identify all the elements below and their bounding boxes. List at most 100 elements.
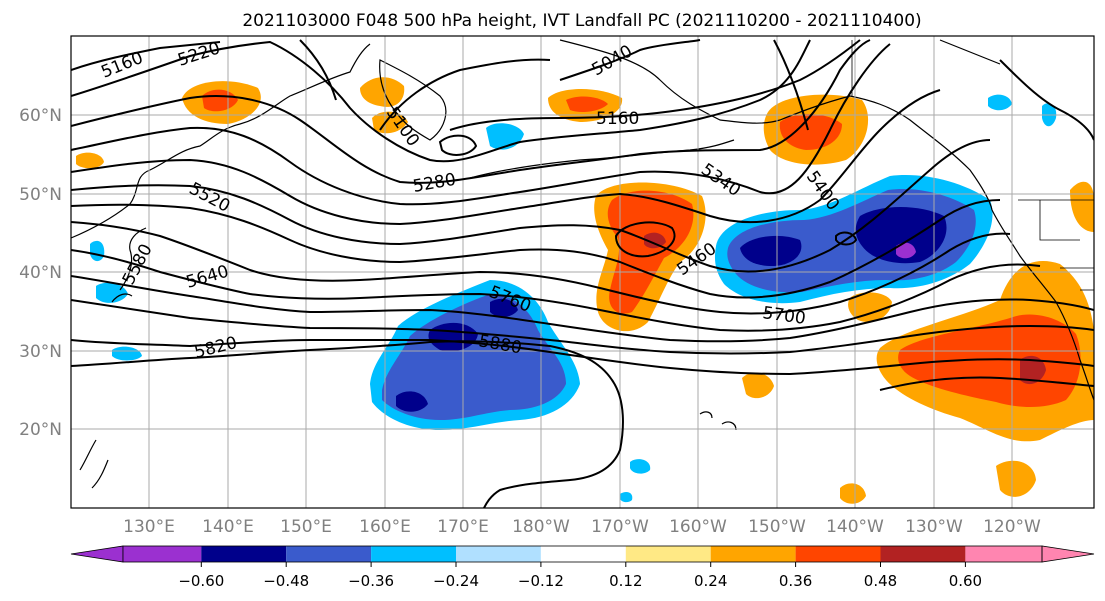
colorbar-swatch (625, 546, 711, 562)
figure-title: 2021103000 F048 500 hPa height, IVT Land… (242, 11, 921, 31)
colorbar-swatch (201, 546, 287, 562)
contour-5580 (71, 221, 1011, 315)
contour-5160-east (449, 39, 861, 131)
pos-blob-japan-small (76, 152, 104, 169)
contour-5520 (71, 199, 1001, 299)
colorbar-swatch (965, 546, 1042, 562)
contour-5700 (71, 275, 1094, 343)
contour-5760 (71, 299, 1094, 355)
lat-labels: 20°N 30°N 40°N 50°N 60°N (19, 106, 62, 440)
lat-label: 40°N (19, 263, 62, 283)
coast-hudson (939, 39, 1001, 65)
colorbar-swatch (123, 546, 202, 562)
colorbar-tick-labels: −0.60 −0.48 −0.36 −0.24 −0.12 0.12 0.24 … (178, 572, 982, 590)
colorbar-extend-low (70, 545, 124, 563)
contour-5880 (71, 340, 624, 508)
contour-closed-small (835, 231, 858, 246)
contour-east-gulf (999, 59, 1094, 141)
colorbar-swatch (371, 546, 456, 562)
contour-5820 (71, 338, 1094, 376)
contour-closed-low (614, 221, 676, 258)
neg-blob-canada (988, 94, 1012, 111)
pos-blob-kamchatka (360, 77, 405, 107)
lat-label: 30°N (19, 342, 62, 362)
colorbar-tick-label: −0.12 (518, 572, 564, 590)
pos-blob-small-140w (848, 292, 892, 322)
lon-label: 130°W (905, 517, 963, 537)
graticule (71, 36, 1094, 508)
contour-5400 (71, 89, 941, 226)
contour-5880-east (879, 376, 1094, 391)
contour-5160-west (71, 41, 221, 71)
colorbar-tick-label: −0.24 (433, 572, 479, 590)
colorbar-tick-label: −0.60 (178, 572, 224, 590)
colorbar-swatch (880, 546, 966, 562)
neg-blob-taiwan (112, 346, 142, 361)
colorbar-swatches (70, 545, 1095, 563)
neg-blob-northeast-core (740, 235, 802, 266)
pos-blob-central-max (644, 232, 666, 249)
contour-5220 (71, 39, 811, 163)
contour-north-upper2 (773, 39, 809, 131)
contour-5460 (71, 139, 991, 273)
neg-blob-subtropical-core2 (490, 298, 518, 318)
neg-blob-japan (96, 282, 128, 303)
colorbar-tick-label: 0.36 (779, 572, 812, 590)
neg-blob-subtropical-mid (382, 294, 566, 420)
neg-blob-northeast-min (896, 242, 916, 259)
contour-5040 (559, 39, 701, 81)
colorbar-swatch (540, 546, 626, 562)
colorbar-frame (122, 545, 1043, 563)
neg-blob-subtropical-core3 (396, 391, 428, 412)
map-frame (70, 35, 1095, 509)
lon-label: 130°E (123, 517, 175, 537)
colorbar-swatch (795, 546, 881, 562)
colorbar-tick-label: −0.48 (263, 572, 309, 590)
contour-5340 (71, 43, 891, 206)
pos-blob-central-core (607, 190, 694, 314)
colorbar-swatch (710, 546, 796, 562)
lat-label: 60°N (19, 106, 62, 126)
ivt-positive-shading (76, 77, 1094, 504)
lon-label: 170°W (591, 517, 649, 537)
lat-label: 50°N (19, 185, 62, 205)
contour-5100 (379, 58, 551, 131)
lon-label: 160°W (669, 517, 727, 537)
lon-label: 150°W (748, 517, 806, 537)
colorbar-extend-high (1041, 545, 1095, 563)
colorbar-ticks (200, 562, 966, 567)
colorbar-tick-label: 0.48 (864, 572, 897, 590)
neg-blob-south-small (630, 459, 651, 474)
contour-label: 5160 (596, 109, 639, 129)
lon-label: 160°E (359, 517, 411, 537)
colorbar-swatch (286, 546, 372, 562)
lon-label: 150°E (280, 517, 332, 537)
contour-5280 (71, 39, 871, 184)
map-panel: 5160 5220 5040 5100 5160 5280 5340 5400 … (19, 35, 1095, 537)
lon-label: 140°W (826, 517, 884, 537)
pos-blob-hawaii-north (742, 372, 774, 399)
pos-blob-west-coast-max (1020, 355, 1046, 385)
colorbar-tick-label: 0.60 (949, 572, 982, 590)
colorbar: −0.60 −0.48 −0.36 −0.24 −0.12 0.12 0.24 … (70, 545, 1095, 590)
colorbar-swatch (456, 546, 541, 562)
neg-blob-northeast-core2 (855, 207, 947, 264)
contour-closed-bering (438, 134, 478, 156)
coast-hawaii (699, 411, 737, 431)
lon-label: 180°W (512, 517, 570, 537)
colorbar-tick-label: −0.36 (348, 572, 394, 590)
lat-label: 20°N (19, 420, 62, 440)
coast-japan (111, 227, 147, 303)
contour-5640 (71, 249, 1041, 332)
neg-blob-japan2 (90, 240, 105, 262)
pos-blob-bering-core (566, 96, 608, 112)
borders (851, 40, 1094, 291)
pos-blob-west-coast-core (898, 314, 1081, 407)
contour-north-upper (299, 39, 337, 101)
height-contours (71, 39, 1094, 508)
coast-alaska (559, 39, 993, 211)
colorbar-tick-label: 0.24 (694, 572, 727, 590)
coast-philippines (79, 439, 109, 489)
pos-blob-se-corner (996, 460, 1036, 497)
